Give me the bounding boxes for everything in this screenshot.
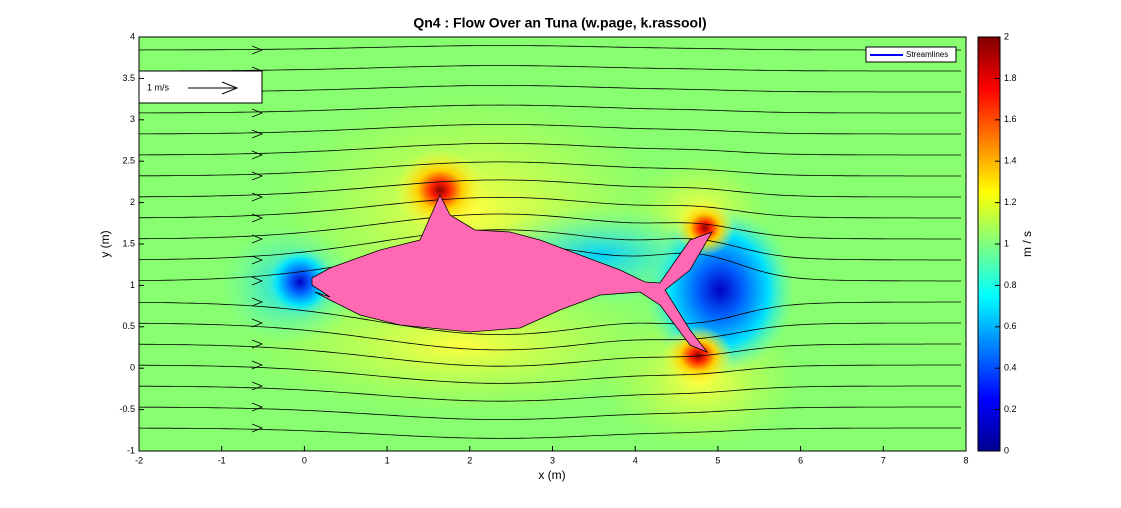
stream-arrow xyxy=(251,423,264,433)
y-tick-label: 2.5 xyxy=(122,156,135,166)
stream-arrow xyxy=(251,297,264,307)
colorbar-tick-label: 0.4 xyxy=(1004,363,1017,373)
stream-arrow xyxy=(251,45,264,55)
chart-title: Qn4 : Flow Over an Tuna (w.page, k.rasso… xyxy=(413,15,706,31)
colorbar-tick-label: 1.6 xyxy=(1004,114,1017,124)
streamline xyxy=(139,213,961,240)
colorbar-label: m / s xyxy=(1020,231,1034,257)
y-axis-label: y (m) xyxy=(98,230,112,257)
streamline xyxy=(139,229,961,261)
colorbar-tick-label: 2 xyxy=(1004,31,1009,41)
x-tick-label: 7 xyxy=(881,455,886,465)
stream-arrow xyxy=(251,108,264,118)
y-tick-label: 3 xyxy=(130,114,135,124)
legend-label: Streamlines xyxy=(906,50,948,59)
stream-arrow xyxy=(251,255,264,265)
streamline xyxy=(139,104,961,114)
stream-arrow xyxy=(251,339,264,349)
stream-arrow xyxy=(251,360,264,370)
stream-arrow xyxy=(251,213,264,223)
annotation: 1 m/s xyxy=(147,82,170,92)
stream-arrow xyxy=(251,171,264,181)
colorbar-tick-label: 1.4 xyxy=(1004,156,1017,166)
y-tick-label: -0.5 xyxy=(119,404,135,414)
stream-arrow xyxy=(251,129,264,139)
streamline xyxy=(139,142,961,156)
streamline xyxy=(139,65,961,72)
field xyxy=(139,37,966,451)
x-tick-label: 5 xyxy=(715,455,720,465)
stream-arrow xyxy=(251,381,264,391)
colorbar-tick-label: 1 xyxy=(1004,238,1009,248)
streamline xyxy=(139,45,961,51)
streamline xyxy=(139,406,961,420)
colorbar-tick-label: 1.2 xyxy=(1004,197,1017,207)
streamline xyxy=(139,427,961,439)
x-tick-label: 6 xyxy=(798,455,803,465)
stream-arrow xyxy=(251,192,264,202)
streamline xyxy=(139,124,961,135)
colorbar-tick-label: 0 xyxy=(1004,445,1009,455)
colorbar-tick-label: 0.2 xyxy=(1004,404,1017,414)
y-tick-label: 2 xyxy=(130,197,135,207)
stream-arrow xyxy=(251,150,264,160)
streamline xyxy=(139,161,961,177)
streamline xyxy=(139,179,961,198)
colorbar-tick-label: 1.8 xyxy=(1004,73,1017,83)
y-tick-label: -1 xyxy=(127,445,135,455)
scale-annotation: 1 m/s xyxy=(138,70,263,104)
y-tick-label: 3.5 xyxy=(122,73,135,83)
x-tick-label: 2 xyxy=(467,455,472,465)
x-axis-label: x (m) xyxy=(538,468,565,482)
y-tick-label: 4 xyxy=(130,31,135,41)
stream-arrow xyxy=(251,318,264,328)
streamline xyxy=(139,196,961,219)
stream-arrow xyxy=(251,234,264,244)
streamline xyxy=(139,343,961,367)
streamline xyxy=(139,322,961,351)
tuna xyxy=(311,194,713,353)
streamline xyxy=(139,301,961,336)
y-tick-label: 0.5 xyxy=(122,321,135,331)
stream-arrow xyxy=(251,402,264,412)
x-tick-label: 1 xyxy=(385,455,390,465)
x-tick-label: 8 xyxy=(963,455,968,465)
streamline xyxy=(139,364,961,384)
x-tick-label: 0 xyxy=(302,455,307,465)
colorbar-tick-label: 0.8 xyxy=(1004,280,1017,290)
y-tick-label: 0 xyxy=(130,363,135,373)
x-tick-label: 3 xyxy=(550,455,555,465)
x-tick-label: -2 xyxy=(135,455,143,465)
y-tick-label: 1.5 xyxy=(122,238,135,248)
y-tick-label: 1 xyxy=(130,280,135,290)
x-tick-label: -1 xyxy=(218,455,226,465)
streamline xyxy=(139,385,961,402)
colorbar-tick-label: 0.6 xyxy=(1004,321,1017,331)
stream-arrow xyxy=(251,276,264,286)
x-tick-label: 4 xyxy=(633,455,638,465)
streamline xyxy=(139,85,961,93)
legend: Streamlines xyxy=(865,46,957,63)
